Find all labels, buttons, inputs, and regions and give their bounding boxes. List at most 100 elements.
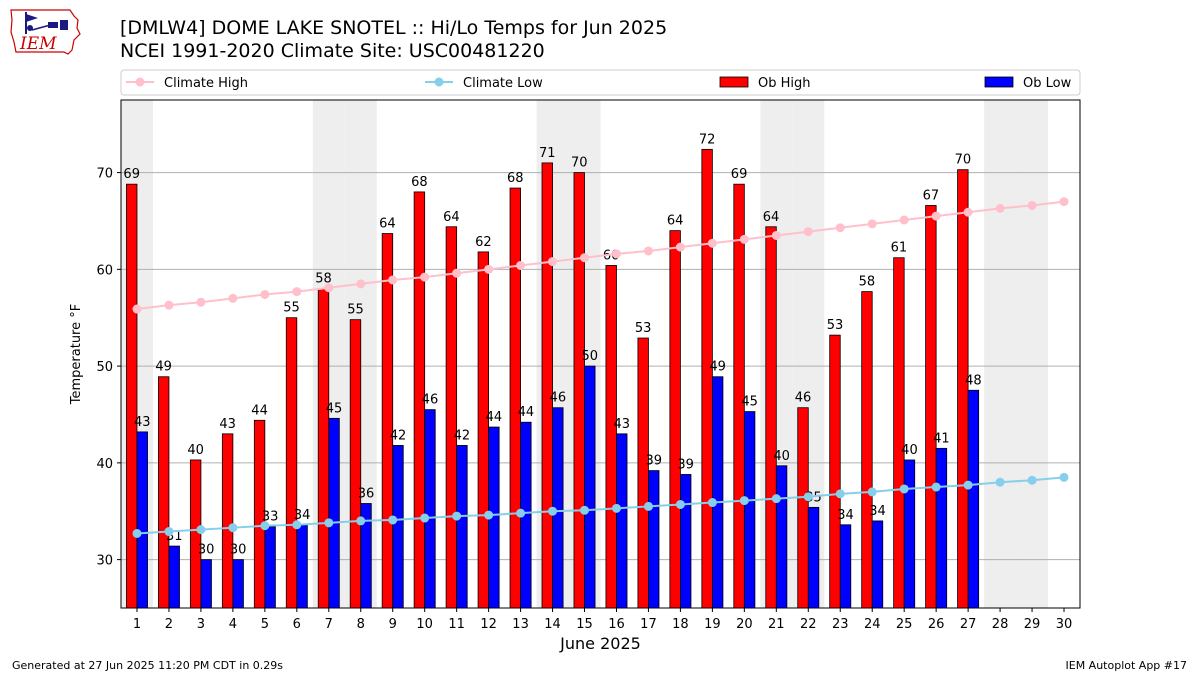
ob-high-label: 44 [251, 403, 268, 418]
ob-low-label: 39 [677, 457, 694, 472]
legend-ob-high-label: Ob High [758, 76, 811, 91]
climate-high-point [164, 300, 174, 310]
ob-low-label: 44 [486, 410, 503, 425]
ob-high-label: 70 [955, 153, 972, 168]
ob-high-label: 64 [763, 210, 780, 225]
ob-high-label: 69 [123, 167, 140, 182]
climate-low-point [963, 480, 973, 490]
ob-low-bar [743, 411, 756, 609]
legend-ob-high-swatch [719, 76, 749, 88]
x-tick-label: 7 [325, 617, 333, 632]
climate-high-point [867, 219, 877, 229]
ob-high-label: 40 [187, 443, 204, 458]
ob-low-label: 34 [869, 504, 886, 519]
climate-high-point [228, 293, 238, 303]
ob-high-label: 64 [443, 210, 460, 225]
climate-high-point [931, 211, 941, 221]
ob-high-label: 53 [635, 321, 652, 336]
ob-high-bar [701, 148, 713, 609]
chart-title: [DMLW4] DOME LAKE SNOTEL :: Hi/Lo Temps … [120, 17, 668, 39]
x-tick-label: 18 [672, 617, 689, 632]
ob-high-bar [541, 162, 553, 609]
ob-high-label: 55 [347, 303, 364, 318]
ob-low-bar [807, 506, 820, 609]
x-tick-label: 17 [640, 617, 657, 632]
ob-low-bar [871, 520, 884, 609]
climate-high-point [995, 203, 1005, 213]
climate-high-point [516, 260, 526, 270]
x-tick-label: 28 [992, 617, 1009, 632]
ob-high-label: 64 [379, 217, 396, 232]
ob-low-bar [711, 376, 724, 609]
climate-low-point [611, 503, 621, 513]
x-tick-label: 19 [704, 617, 721, 632]
climate-high-point [324, 283, 334, 293]
climate-low-point [707, 498, 717, 508]
climate-low-point [643, 501, 653, 511]
ob-low-bar [680, 474, 692, 609]
ob-low-bar [903, 459, 916, 609]
app-footer: IEM Autoplot App #17 [1065, 659, 1188, 672]
legend-climate-low-label: Climate Low [463, 76, 543, 91]
y-axis-label: Temperature °F [69, 304, 84, 405]
ob-low-label: 43 [613, 417, 630, 432]
ob-high-bar [861, 291, 873, 609]
ob-low-label: 41 [933, 431, 950, 446]
climate-high-point [611, 249, 621, 259]
ob-low-bar [296, 524, 308, 609]
ob-low-label: 45 [326, 401, 343, 416]
climate-high-point [643, 246, 653, 256]
ob-high-bar [765, 226, 777, 609]
climate-high-line [136, 200, 1065, 310]
ob-low-bar [456, 445, 468, 609]
ob-high-label: 64 [667, 214, 684, 229]
ob-high-bar [349, 319, 362, 609]
x-tick-label: 9 [389, 617, 397, 632]
y-tick-label: 30 [96, 554, 113, 569]
ob-low-label: 46 [422, 393, 439, 408]
climate-high-point [899, 215, 909, 225]
x-tick-label: 5 [261, 617, 269, 632]
ob-high-label: 68 [411, 175, 428, 190]
x-tick-label: 16 [608, 617, 625, 632]
ob-low-bar [328, 417, 340, 609]
ob-low-bar [424, 409, 436, 609]
ob-high-label: 55 [283, 301, 300, 316]
climate-low-point [1027, 475, 1037, 485]
x-tick-label: 3 [197, 617, 205, 632]
climate-low-point [228, 523, 238, 533]
ob-high-label: 58 [859, 275, 876, 290]
ob-low-label: 40 [901, 443, 918, 458]
ob-low-bar [935, 447, 948, 609]
ob-low-label: 45 [741, 395, 758, 410]
ob-high-label: 58 [315, 272, 332, 287]
climate-low-point [260, 521, 270, 531]
ob-high-bar [797, 407, 809, 609]
x-tick-label: 10 [416, 617, 433, 632]
generated-footer: Generated at 27 Jun 2025 11:20 PM CDT in… [12, 659, 284, 672]
iem-logo-icon: IEM [8, 6, 84, 62]
climate-low-point [452, 511, 462, 521]
x-tick-label: 4 [229, 617, 237, 632]
ob-high-label: 67 [923, 188, 940, 203]
climate-low-point [292, 520, 302, 530]
x-tick-label: 22 [800, 617, 817, 632]
ob-high-label: 46 [795, 391, 812, 406]
ob-high-bar [189, 459, 202, 609]
climate-high-point [132, 304, 142, 314]
ob-low-label: 36 [358, 486, 375, 501]
ob-low-bar [584, 365, 596, 609]
x-tick-label: 23 [832, 617, 849, 632]
x-tick-label: 2 [165, 617, 173, 632]
weekend-shade [1016, 100, 1049, 608]
climate-high-point [1027, 200, 1037, 210]
ob-low-bar [616, 433, 628, 609]
legend-ob-low-label: Ob Low [1023, 76, 1072, 91]
ob-low-bar [200, 559, 212, 609]
ob-high-bar [477, 251, 490, 609]
climate-high-point [388, 275, 398, 285]
ob-low-bar [232, 559, 244, 609]
ob-high-label: 71 [539, 146, 556, 161]
climate-low-point [164, 527, 174, 537]
